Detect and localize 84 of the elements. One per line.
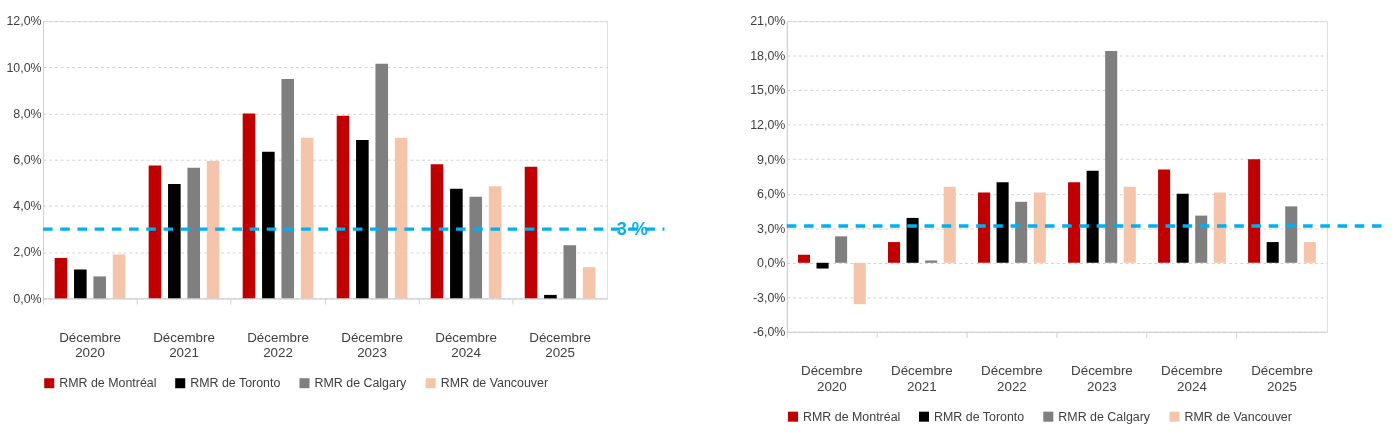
- bar: [1248, 159, 1261, 263]
- x-tick-label: Décembre 2025: [1251, 363, 1313, 394]
- legend-label: RMR de Toronto: [190, 376, 281, 391]
- bar: [336, 115, 350, 299]
- bar: [524, 166, 538, 299]
- legend-label: RMR de Montréal: [59, 376, 157, 391]
- x-tick-label: Décembre 2023: [341, 329, 403, 361]
- bar: [797, 254, 811, 263]
- x-tick-label: Décembre 2020: [59, 329, 121, 361]
- legend-label: RMR de Toronto: [934, 409, 1025, 424]
- bar: [835, 236, 848, 263]
- bar: [93, 276, 107, 299]
- bar: [488, 186, 502, 299]
- bar: [469, 196, 483, 299]
- bar: [242, 113, 256, 299]
- x-tick-label: Décembre 2025: [529, 329, 591, 361]
- bar: [996, 182, 1009, 263]
- bar: [74, 269, 87, 299]
- bar: [906, 217, 919, 263]
- bar: [582, 267, 596, 299]
- y-tick-label: 8,0%: [13, 106, 42, 121]
- bar: [853, 262, 866, 305]
- bar: [1068, 182, 1081, 263]
- bar: [563, 245, 577, 299]
- bar: [430, 164, 444, 299]
- bar: [1015, 201, 1028, 263]
- y-tick-label: -3,0%: [752, 290, 786, 305]
- legend-label: RMR de Vancouver: [440, 376, 549, 391]
- y-tick-label: 3,0%: [757, 221, 786, 236]
- bar: [148, 165, 162, 299]
- bar: [168, 184, 181, 299]
- y-tick-label: 4,0%: [13, 199, 42, 214]
- x-tick-label: Décembre 2024: [435, 329, 497, 361]
- y-tick-label: 21,0%: [750, 14, 786, 29]
- y-tick-label: 18,0%: [750, 48, 786, 63]
- y-tick-label: 0,0%: [757, 256, 786, 271]
- bar: [375, 63, 389, 299]
- legend-label: RMR de Calgary: [314, 376, 408, 391]
- bar: [1105, 51, 1118, 263]
- bar: [1266, 242, 1279, 263]
- y-tick-label: 15,0%: [750, 83, 786, 98]
- bar: [978, 192, 991, 263]
- bar: [1303, 242, 1316, 263]
- x-tick-label: Décembre 2021: [891, 363, 953, 394]
- bar: [1176, 193, 1189, 263]
- bar: [1123, 186, 1136, 263]
- legend-label: RMR de Vancouver: [1184, 409, 1292, 424]
- legend-label: RMR de Calgary: [1058, 409, 1151, 424]
- y-tick-label: -6,0%: [752, 325, 786, 340]
- bar: [1086, 170, 1099, 263]
- legend-label: RMR de Montréal: [803, 409, 901, 424]
- bar: [187, 167, 201, 299]
- bar: [394, 137, 408, 299]
- y-tick-label: 12,0%: [750, 117, 786, 132]
- bar: [281, 78, 295, 299]
- bar: [1158, 169, 1171, 263]
- bar: [943, 186, 956, 263]
- x-tick-label: Décembre 2023: [1071, 363, 1133, 394]
- x-tick-label: Décembre 2024: [1161, 363, 1223, 394]
- y-tick-label: 6,0%: [13, 153, 42, 168]
- bar: [1285, 206, 1298, 263]
- x-tick-label: Décembre 2021: [153, 329, 215, 361]
- y-tick-label: 2,0%: [13, 245, 42, 260]
- x-tick-label: Décembre 2022: [981, 363, 1043, 394]
- bar: [1195, 215, 1208, 263]
- y-tick-label: 12,0%: [6, 14, 42, 29]
- bar: [112, 254, 126, 299]
- bar: [1033, 192, 1046, 263]
- y-tick-label: 9,0%: [757, 152, 786, 167]
- bar: [356, 140, 369, 299]
- x-tick-label: Décembre 2022: [247, 329, 309, 361]
- bar: [450, 188, 463, 299]
- bar: [816, 262, 829, 269]
- y-tick-label: 10,0%: [6, 60, 42, 75]
- x-tick-label: Décembre 2020: [800, 363, 863, 394]
- y-tick-label: 6,0%: [757, 187, 786, 202]
- bar: [262, 151, 275, 299]
- bar: [300, 137, 314, 299]
- bar: [54, 257, 68, 299]
- bar: [1213, 192, 1226, 263]
- bar: [887, 242, 901, 263]
- bar: [206, 160, 220, 299]
- bar: [925, 260, 938, 263]
- y-tick-label: 0,0%: [13, 291, 42, 306]
